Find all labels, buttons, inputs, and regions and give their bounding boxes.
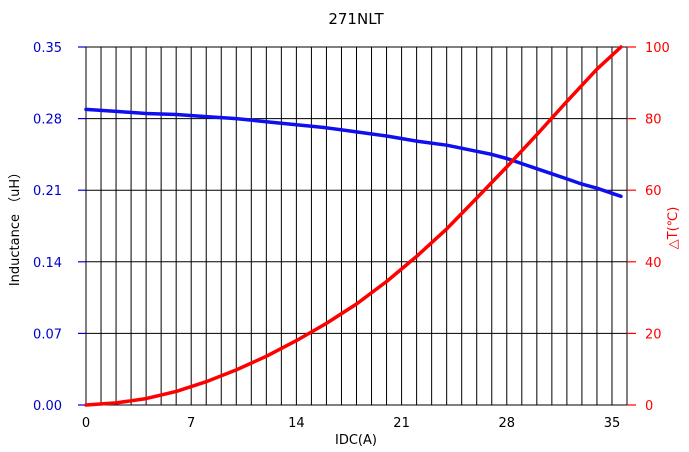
x-axis-label: IDC(A)	[335, 433, 377, 448]
series-line-inductance	[84, 107, 623, 199]
left-tick-label: 0.00	[33, 399, 62, 414]
left-tick-label: 0.14	[33, 256, 62, 271]
right-axis-ticks: 0 20 40 60 80 100	[627, 41, 670, 414]
right-tick-label: 20	[645, 327, 662, 342]
grid	[86, 47, 627, 405]
x-tick-label: 7	[187, 416, 195, 431]
series-line-temperature	[84, 45, 623, 407]
x-tick-label: 21	[393, 416, 410, 431]
left-axis-ticks: 0.00 0.07 0.14 0.21 0.28 0.35	[33, 41, 86, 414]
right-tick-label: 40	[645, 256, 662, 271]
x-tick-label: 35	[604, 416, 621, 431]
plot-area	[85, 46, 628, 406]
x-tick-label: 0	[82, 416, 90, 431]
right-axis-label: △T(℃)	[666, 207, 681, 250]
left-tick-label: 0.28	[33, 113, 62, 128]
left-tick-label: 0.07	[33, 327, 62, 342]
x-axis-ticks: 0 7 14 21 28 35	[82, 416, 620, 431]
x-tick-label: 14	[288, 416, 305, 431]
right-tick-label: 80	[645, 113, 662, 128]
x-tick-label: 28	[499, 416, 516, 431]
left-tick-label: 0.21	[33, 184, 62, 199]
left-tick-label: 0.35	[33, 41, 62, 56]
chart-title: 271NLT	[328, 10, 384, 28]
right-tick-label: 100	[645, 41, 670, 56]
series-group	[84, 45, 623, 407]
right-tick-label: 60	[645, 184, 662, 199]
left-axis-label: Inductance （uH）	[8, 166, 23, 286]
right-tick-label: 0	[645, 399, 653, 414]
